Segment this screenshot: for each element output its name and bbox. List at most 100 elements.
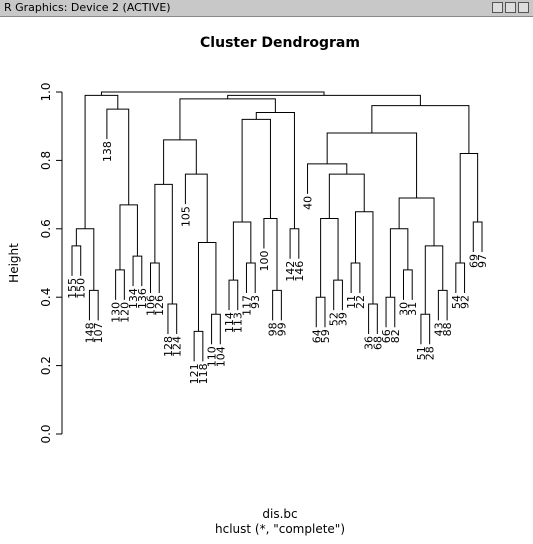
merge [355, 211, 374, 305]
x-axis-label: dis.bc [262, 507, 297, 521]
leaf-label: 136 [136, 288, 149, 309]
leaf-label: 54 [450, 295, 463, 309]
leaf-label: 52 [328, 312, 341, 326]
leaf-label: 120 [118, 302, 131, 323]
leaf-label: 40 [302, 196, 315, 210]
leaf-label: 92 [459, 295, 472, 309]
leaf-label: 134 [127, 288, 140, 309]
leaf-label: 130 [110, 302, 123, 323]
merge [115, 269, 125, 300]
leaf-label: 28 [424, 346, 437, 360]
leaf-label: 104 [214, 346, 227, 367]
merge [420, 313, 431, 345]
merge [272, 289, 282, 321]
merge [371, 105, 470, 154]
leaf-label: 155 [66, 278, 79, 299]
merge [100, 91, 325, 96]
leaf-label: 148 [83, 322, 96, 343]
leaf-label: 97 [476, 254, 489, 268]
leaf-label: 39 [336, 312, 349, 326]
merge [167, 303, 178, 335]
leaf-label: 105 [179, 206, 192, 227]
leaf-label: 138 [101, 141, 114, 162]
merge [455, 262, 466, 293]
leaf-label: 64 [310, 329, 323, 343]
leaf-label: 126 [153, 295, 166, 316]
leaf-label: 69 [467, 254, 480, 268]
merge [211, 313, 221, 345]
merge [119, 204, 138, 270]
merge [333, 279, 343, 311]
merge [368, 303, 378, 335]
leaf-label: 106 [145, 295, 158, 316]
y-tick-label: 0.8 [39, 151, 53, 170]
y-tick-label: 0.4 [39, 288, 53, 307]
leaf-label: 36 [363, 336, 376, 350]
merge [472, 221, 483, 252]
merge [163, 139, 197, 185]
maximize-button[interactable] [505, 2, 516, 13]
y-axis-label: Height [7, 243, 21, 283]
merge [88, 289, 99, 321]
leaf-label: 124 [171, 336, 184, 357]
y-tick-label: 1.0 [39, 82, 53, 101]
leaf-label: 128 [162, 336, 175, 357]
merge [424, 245, 444, 315]
leaf-label: 66 [380, 329, 393, 343]
chart: Cluster Dendrogram dis.bc hclust (*, "co… [7, 35, 489, 536]
merge [255, 112, 295, 229]
leaf-label: 150 [75, 278, 88, 299]
leaf-label: 107 [92, 322, 105, 343]
leaf-label: 142 [284, 261, 297, 282]
y-tick-label: 0.2 [39, 356, 53, 375]
merge [389, 228, 409, 298]
leaf-label: 31 [406, 302, 419, 316]
minimize-button[interactable] [492, 2, 503, 13]
merge [437, 289, 448, 321]
leaf-label: 121 [188, 363, 201, 384]
close-button[interactable] [518, 2, 529, 13]
leaf-label: 43 [432, 322, 445, 336]
merge [350, 262, 361, 293]
leaf-label: 118 [197, 363, 210, 384]
merge [402, 269, 413, 300]
window-title: R Graphics: Device 2 (ACTIVE) [4, 1, 171, 14]
leaf-label: 68 [371, 336, 384, 350]
y-tick-label: 0.0 [39, 424, 53, 443]
leaf-label: 30 [397, 302, 410, 316]
leaf-label: 117 [240, 295, 253, 316]
merge [132, 255, 143, 287]
merge [307, 163, 348, 194]
leaf-label: 93 [249, 295, 262, 309]
leaf-label: 146 [293, 261, 306, 282]
leaf-label: 114 [223, 312, 236, 333]
merge [197, 241, 217, 332]
title-bar: R Graphics: Device 2 (ACTIVE) [0, 0, 533, 17]
leaf-label: 51 [415, 346, 428, 360]
leaf-label: 11 [345, 295, 358, 309]
merge [232, 221, 252, 281]
leaf-label: 100 [258, 251, 271, 272]
subtitle: hclust (*, "complete") [215, 522, 345, 536]
merge [320, 218, 339, 298]
merge [228, 279, 239, 311]
merge [150, 262, 160, 293]
y-tick-label: 0.6 [39, 219, 53, 238]
merge [227, 94, 421, 106]
leaf-label: 22 [354, 295, 367, 309]
merge [71, 245, 82, 276]
leaf-label: 98 [267, 322, 280, 336]
merge [459, 153, 479, 263]
merge [245, 262, 256, 293]
merge [398, 197, 435, 246]
leaf-label: 59 [319, 329, 332, 343]
leaf-label: 110 [206, 346, 219, 367]
merge [289, 228, 300, 259]
merge [326, 132, 418, 199]
merge [385, 296, 396, 328]
leaf-label: 82 [389, 329, 402, 343]
merge [154, 183, 173, 305]
leaf-label: 99 [275, 322, 288, 336]
merge [241, 118, 271, 222]
